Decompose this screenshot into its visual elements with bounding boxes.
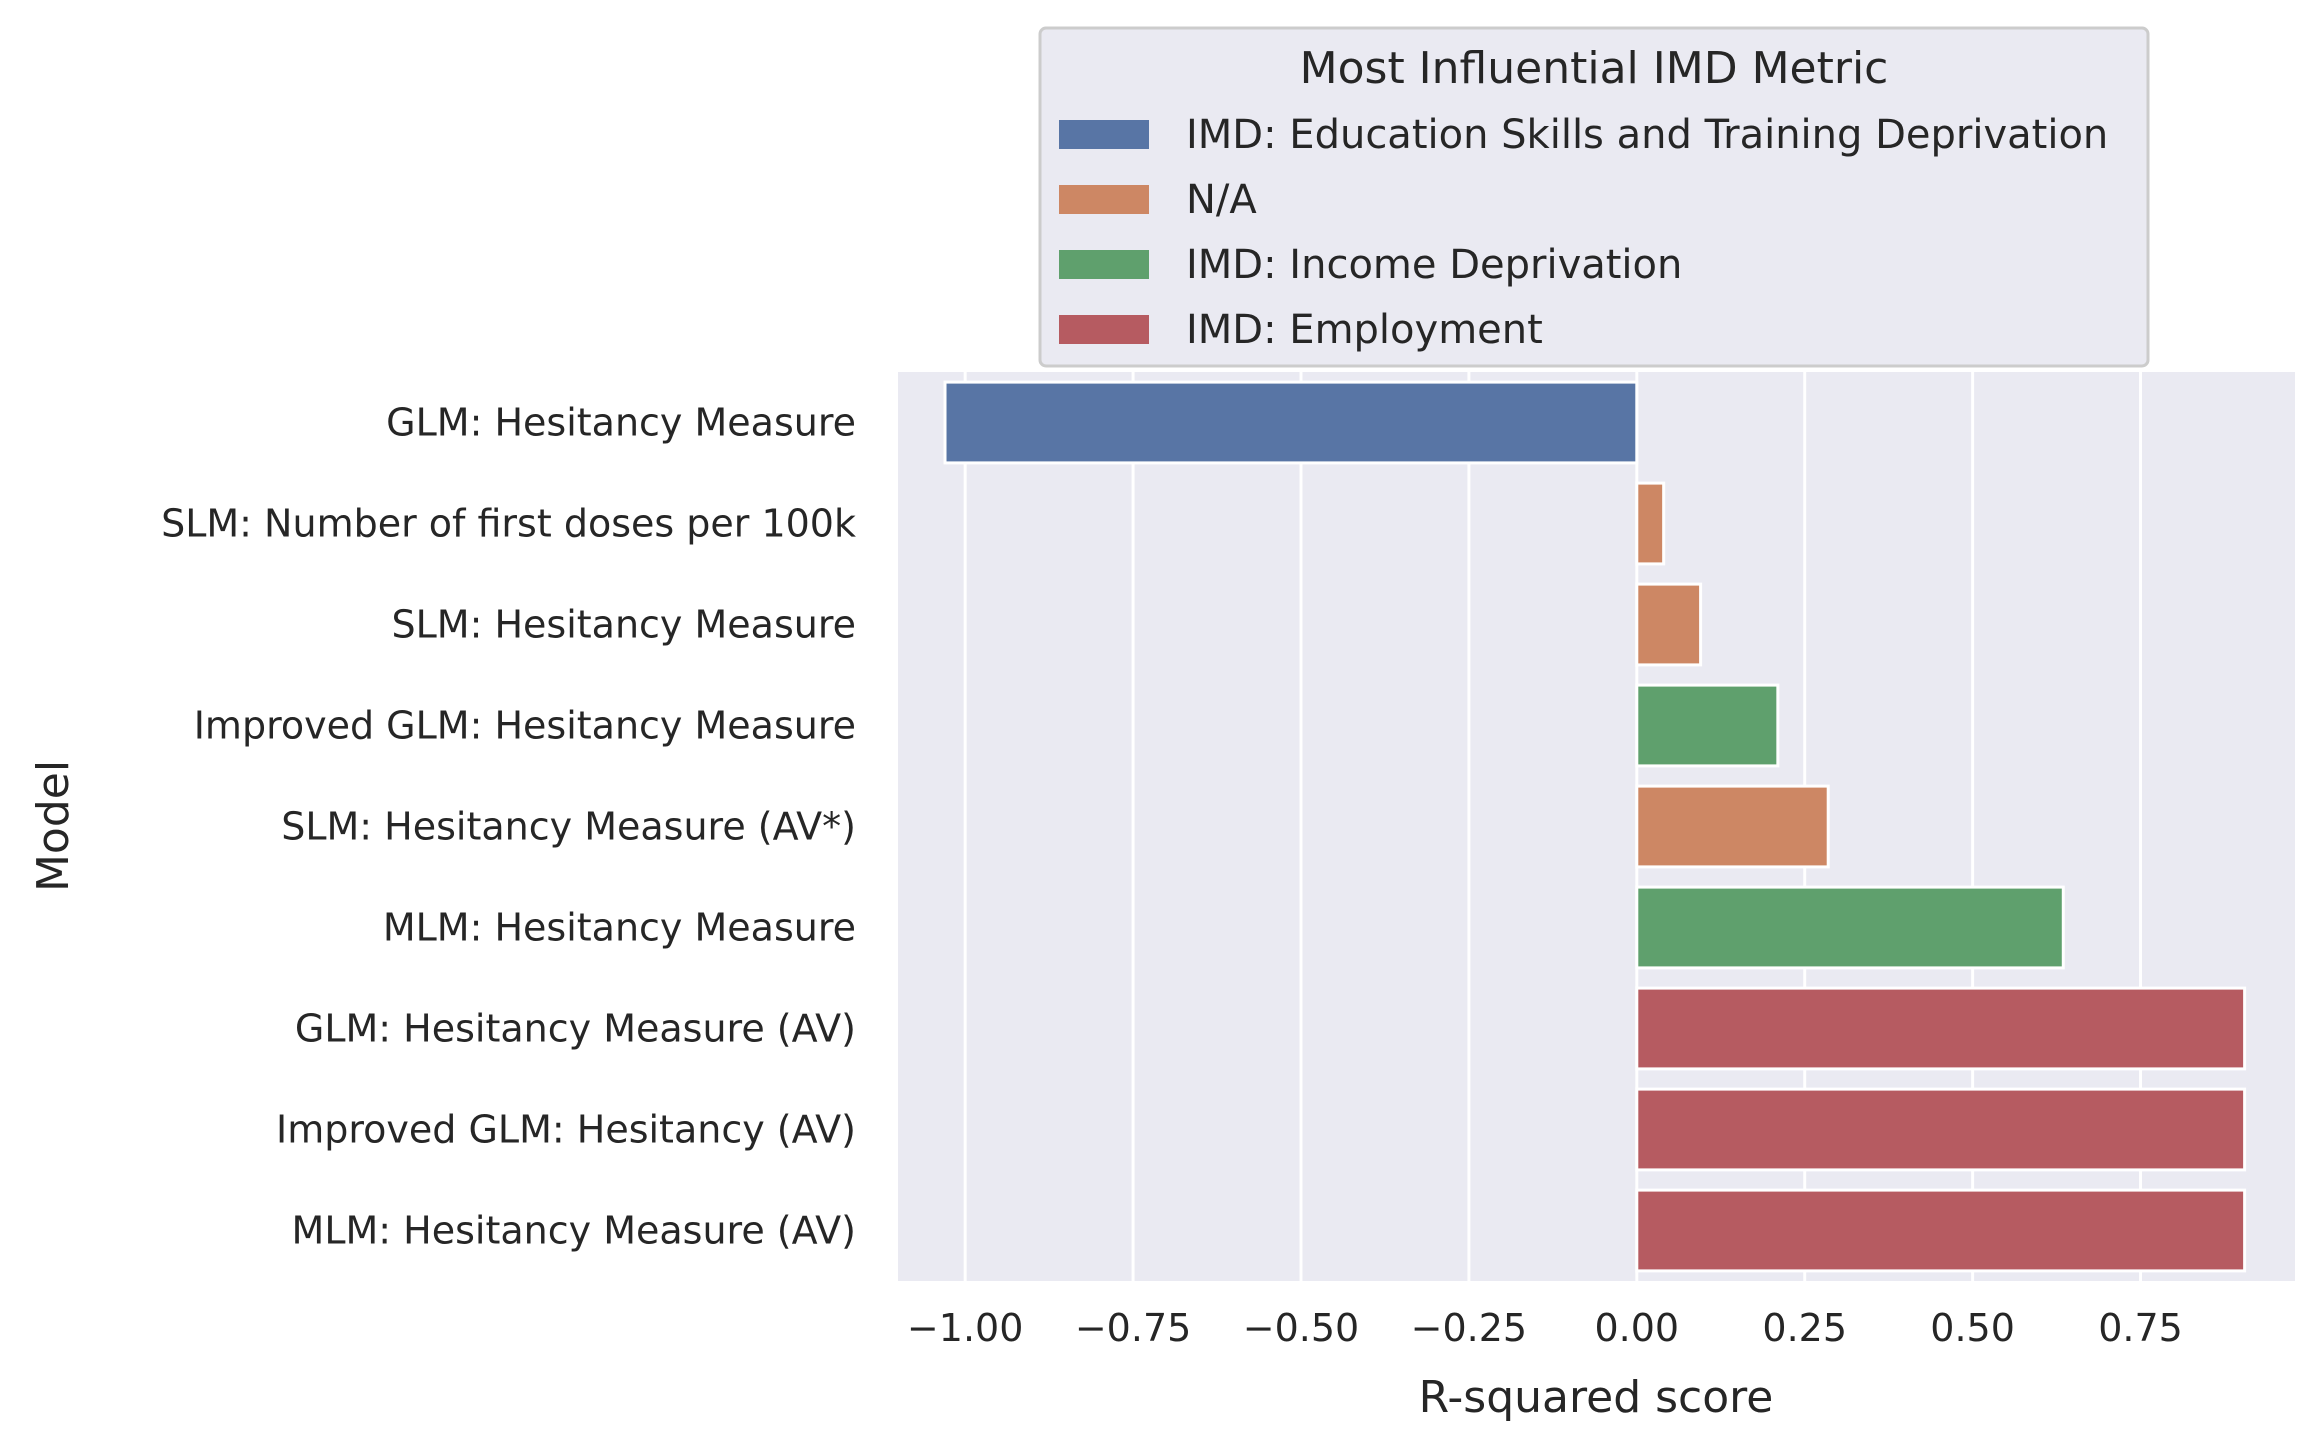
bar (1635, 1087, 2247, 1172)
bar (1635, 582, 1703, 667)
bar (1635, 986, 2247, 1071)
legend-label: N/A (1186, 177, 1257, 223)
y-tick-label: GLM: Hesitancy Measure (AV) (295, 1007, 856, 1051)
legend-label: IMD: Income Deprivation (1186, 242, 1682, 288)
y-tick-labels: GLM: Hesitancy Measure SLM: Number of fir… (161, 401, 856, 1253)
legend-frame (1038, 26, 2150, 368)
y-tick-label: GLM: Hesitancy Measure (386, 401, 856, 445)
y-tick-label: MLM: Hesitancy Measure (383, 906, 856, 950)
bar (1635, 683, 1780, 768)
legend-swatch (1059, 185, 1149, 214)
x-tick-label: −0.50 (1243, 1306, 1359, 1350)
bar (1635, 481, 1666, 566)
x-tick-label: 0.50 (1930, 1306, 2015, 1350)
y-tick-label: SLM: Hesitancy Measure (392, 603, 857, 647)
y-axis-label: Model (28, 760, 79, 892)
legend-label: IMD: Employment (1186, 307, 1543, 353)
y-tick-label: SLM: Hesitancy Measure (AV*) (281, 805, 856, 849)
y-tick-label: MLM: Hesitancy Measure (AV) (292, 1209, 856, 1253)
x-tick-label: 0.25 (1762, 1306, 1847, 1350)
bar (1635, 1188, 2247, 1273)
x-axis-label: R-squared score (1419, 1372, 1774, 1423)
bar (1635, 885, 2065, 970)
legend-title: Most Influential IMD Metric (1300, 43, 1889, 94)
x-tick-labels: −1.00 −0.75 −0.50 −0.25 0.00 0.25 0.50 0.75 (907, 1306, 2183, 1350)
x-tick-label: 0.75 (2098, 1306, 2183, 1350)
legend-swatch (1059, 315, 1149, 344)
bars (943, 380, 2247, 1273)
legend-label: IMD: Education Skills and Training Depri… (1186, 112, 2108, 158)
x-tick-label: −0.25 (1411, 1306, 1527, 1350)
x-tick-label: −1.00 (907, 1306, 1023, 1350)
x-tick-label: 0.00 (1594, 1306, 1679, 1350)
y-tick-label: SLM: Number of first doses per 100k (161, 502, 856, 546)
legend-swatch (1059, 120, 1149, 149)
x-tick-label: −0.75 (1075, 1306, 1191, 1350)
legend-swatch (1059, 250, 1149, 279)
bar (943, 380, 1639, 465)
legend-items: IMD: Education Skills and Training Depri… (1059, 112, 2108, 353)
legend: Most Influential IMD Metric IMD: Educati… (1038, 26, 2150, 368)
y-tick-label: Improved GLM: Hesitancy Measure (194, 704, 856, 748)
y-tick-label: Improved GLM: Hesitancy (AV) (276, 1108, 856, 1152)
bar (1635, 784, 1830, 869)
